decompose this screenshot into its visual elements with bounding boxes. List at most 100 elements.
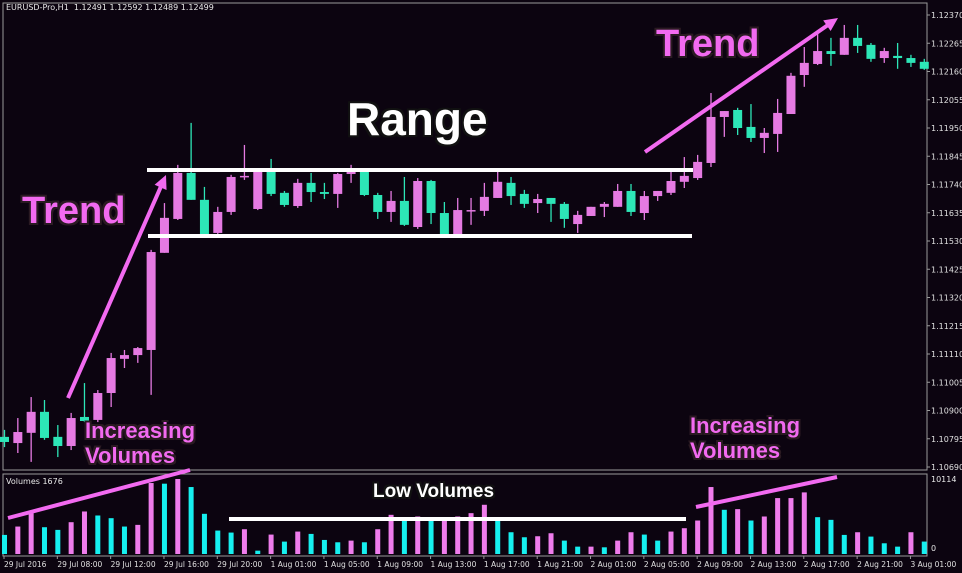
candle-body [413, 181, 423, 228]
x-tick-label: 29 Jul 12:00 [111, 560, 156, 569]
y-tick-label: 1.11635 [931, 209, 962, 218]
candle-body [213, 211, 223, 233]
candle-body [546, 197, 556, 204]
candle-body [599, 203, 609, 207]
candle-body [613, 190, 623, 207]
candle-body [386, 200, 396, 212]
volume-bar [335, 542, 341, 554]
volume-bar [708, 487, 714, 554]
volume-bar [55, 529, 61, 554]
volume-bar [508, 532, 514, 554]
candle-body [466, 210, 476, 212]
candle-body [119, 355, 129, 359]
volume-bar [908, 532, 914, 554]
candle-body [506, 182, 516, 197]
volume-bar [375, 529, 381, 554]
volume-bar [668, 531, 674, 554]
candle-body [786, 75, 796, 115]
candle-body [199, 199, 209, 235]
candle-body [106, 358, 116, 394]
candle-body [759, 132, 769, 138]
annotation-line: Increasing [85, 418, 196, 443]
y-tick-label: 1.11425 [931, 265, 962, 274]
volume-max-label: 10114 [931, 475, 957, 484]
ohlc-readout: 1.12491 1.12592 1.12489 1.12499 [73, 3, 214, 12]
candle-body [253, 171, 263, 209]
volume-bar [481, 504, 487, 554]
volume-bar [521, 537, 527, 554]
candle-body [746, 126, 756, 138]
y-tick-label: 1.12265 [931, 39, 962, 48]
x-tick-label: 2 Aug 05:00 [644, 560, 690, 569]
candle-body [666, 181, 676, 193]
candle-body [306, 182, 316, 193]
x-tick-label: 1 Aug 01:00 [271, 560, 317, 569]
y-tick-label: 1.11950 [931, 124, 962, 133]
candle-body [773, 112, 783, 134]
volume-bar [121, 526, 127, 554]
candle-body [573, 214, 583, 225]
x-tick-label: 29 Jul 20:00 [217, 560, 262, 569]
volume-bar [415, 516, 421, 554]
volume-bar [588, 546, 594, 554]
candle-body [93, 393, 103, 420]
volume-trend-line-left [7, 468, 191, 520]
volume-bar [561, 540, 567, 554]
volume-bar [148, 483, 154, 554]
volume-bar [28, 513, 34, 554]
x-tick-label: 1 Aug 21:00 [537, 560, 583, 569]
x-tick-label: 2 Aug 09:00 [697, 560, 743, 569]
volume-bar [761, 516, 767, 554]
volume-label: Volumes 1676 [6, 477, 63, 486]
candle-body [733, 109, 743, 128]
range-annotation: Range [347, 93, 488, 145]
volume-bar [921, 541, 927, 554]
volume-bar [188, 487, 194, 554]
volume-bar [775, 498, 781, 554]
volume-bar [321, 539, 327, 554]
trend-left-annotation: Trend [22, 190, 126, 232]
x-tick-label: 1 Aug 17:00 [484, 560, 530, 569]
candle-body [626, 190, 636, 212]
volume-bar [401, 519, 407, 554]
candle-body [853, 37, 863, 46]
volume-bar [41, 527, 47, 554]
volume-bar [801, 492, 807, 554]
volume-bar [441, 518, 447, 554]
candle-body [706, 116, 716, 163]
increasing-volumes-left-annotation: Increasing Volumes [85, 418, 195, 468]
main-panel-frame [2, 2, 928, 471]
volume-bar [695, 520, 701, 554]
candle-body [653, 190, 663, 197]
volume-bar [201, 513, 207, 554]
candle-body [839, 37, 849, 55]
x-tick-label: 2 Aug 17:00 [804, 560, 850, 569]
volume-bar [721, 509, 727, 554]
y-tick-label: 1.11845 [931, 152, 962, 161]
volume-bar [308, 533, 314, 554]
candle-body [239, 175, 249, 178]
candle-body [79, 416, 89, 421]
candle-body [893, 55, 903, 59]
y-tick-label: 1.12370 [931, 11, 962, 20]
trend-right-annotation: Trend [656, 23, 760, 65]
candle-body [693, 161, 703, 179]
volume-bar [495, 519, 501, 554]
y-tick-label: 1.11005 [931, 378, 962, 387]
volume-bar [881, 543, 887, 554]
candle-body [266, 171, 276, 194]
x-tick-label: 2 Aug 01:00 [591, 560, 637, 569]
y-tick-label: 1.10900 [931, 407, 962, 416]
volume-zero-label: 0 [931, 544, 937, 553]
candle-body [13, 432, 23, 444]
volume-bar [468, 513, 474, 554]
candle-body [279, 192, 289, 205]
symbol-label: EURUSD-Pro,H1 [6, 3, 69, 12]
trend-arrow-left-arrowhead-icon [154, 175, 167, 190]
candle-body [439, 213, 449, 235]
candle-body [906, 58, 916, 63]
candle-body [359, 171, 369, 195]
x-tick-label: 2 Aug 21:00 [857, 560, 903, 569]
